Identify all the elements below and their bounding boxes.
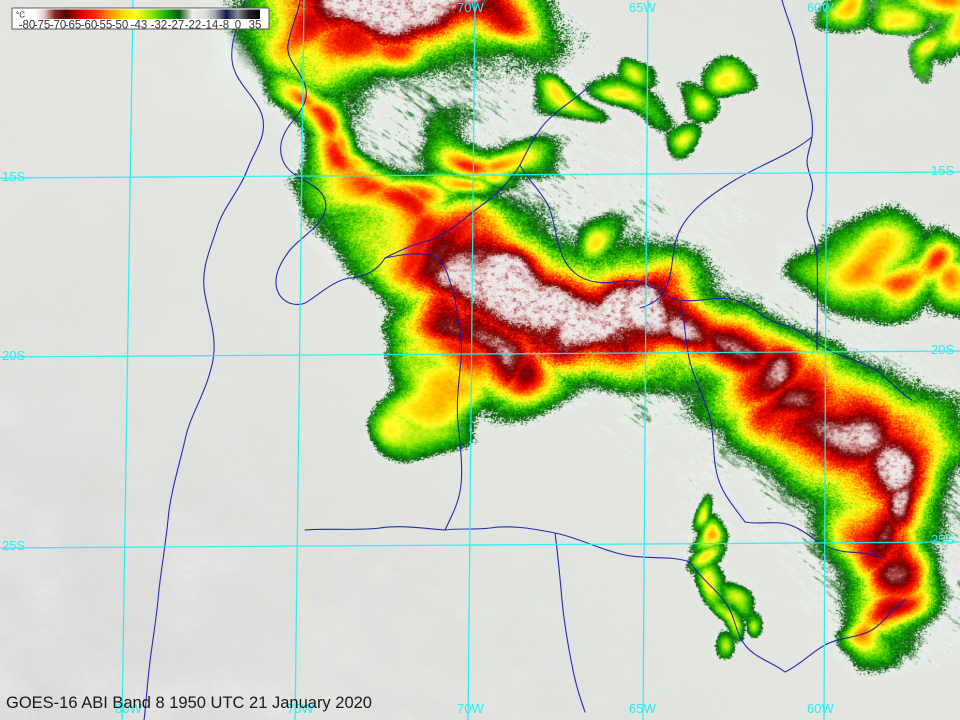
svg-text:-14: -14 — [202, 20, 219, 32]
svg-text:-65: -65 — [65, 20, 82, 32]
svg-text:-27: -27 — [168, 20, 185, 32]
svg-text:20S: 20S — [2, 348, 25, 363]
svg-text:25S: 25S — [931, 532, 954, 547]
svg-text:65W: 65W — [629, 701, 656, 716]
svg-text:-43: -43 — [131, 20, 148, 32]
svg-text:25S: 25S — [2, 538, 25, 553]
svg-text:15S: 15S — [2, 169, 25, 184]
svg-text:-22: -22 — [185, 20, 202, 32]
svg-text:-50: -50 — [112, 20, 129, 32]
svg-text:-32: -32 — [151, 20, 168, 32]
svg-text:15S: 15S — [931, 163, 954, 178]
svg-text:0: 0 — [235, 20, 241, 32]
svg-text:70W: 70W — [457, 701, 484, 716]
svg-text:-8: -8 — [219, 20, 229, 32]
svg-text:70W: 70W — [457, 0, 484, 15]
svg-text:20S: 20S — [931, 342, 954, 357]
svg-text:GOES-16 ABI Band 8 1950 UTC 21: GOES-16 ABI Band 8 1950 UTC 21 January 2… — [6, 694, 372, 712]
svg-text:60W: 60W — [807, 0, 834, 15]
svg-text:65W: 65W — [629, 0, 656, 15]
svg-text:-75: -75 — [34, 20, 51, 32]
svg-text:60W: 60W — [807, 701, 834, 716]
svg-text:35: 35 — [249, 20, 262, 32]
svg-text:-55: -55 — [96, 20, 113, 32]
svg-text:°C: °C — [16, 11, 25, 20]
